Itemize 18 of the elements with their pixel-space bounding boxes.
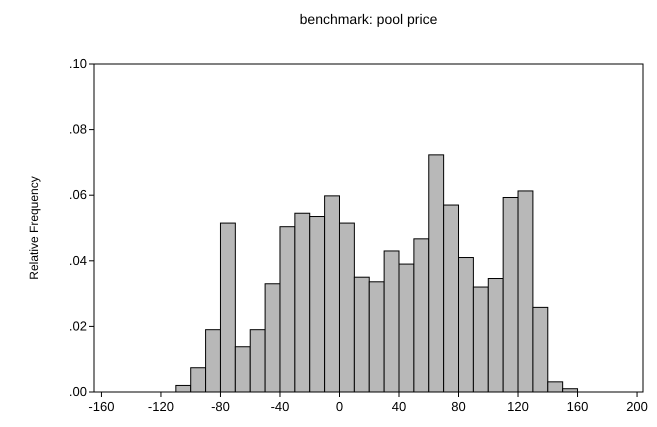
x-tick-label: 80 [451,399,466,414]
y-tick-label: .08 [68,122,87,137]
x-tick-label: 200 [626,399,648,414]
y-tick-label: .04 [68,252,87,268]
chart-title: benchmark: pool price [300,11,438,27]
y-tick-label: .06 [68,187,87,202]
x-tick-label: -160 [88,399,114,414]
x-tick-label: -80 [211,399,230,414]
x-tick-label: -120 [148,399,174,414]
y-axis-title: Relative Frequency [27,176,41,280]
x-tick-label: 120 [507,399,529,414]
y-tick-label: .10 [68,56,87,71]
x-tick-label: -40 [270,399,290,414]
x-tick-label: 160 [566,399,588,414]
y-tick-label: .00 [68,384,87,399]
x-tick-label: 40 [392,399,406,414]
y-tick-label: .02 [68,318,87,334]
x-tick-label: 0 [336,399,344,414]
